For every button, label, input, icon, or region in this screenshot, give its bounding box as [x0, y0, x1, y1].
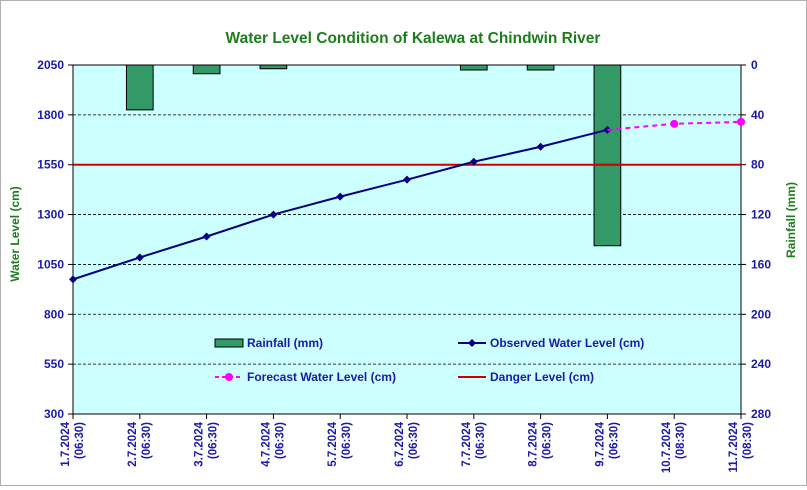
y-left-tick-label: 550 — [44, 357, 64, 371]
x-tick-time: (06:30) — [341, 422, 353, 459]
legend-label-rainfall: Rainfall (mm) — [247, 336, 323, 350]
x-tick-label: 11.7.2024 (08:30) — [728, 421, 754, 472]
x-tick-label: 2.7.2024 (06:30) — [127, 421, 153, 466]
x-tick-time: (08:30) — [742, 422, 754, 459]
rainfall-bar — [192, 64, 221, 75]
x-tick-time: (06:30) — [475, 422, 487, 459]
x-tick-label: 1.7.2024 (06:30) — [60, 421, 86, 466]
legend-label-forecast: Forecast Water Level (cm) — [247, 370, 396, 384]
line-series — [69, 117, 745, 284]
axes: 300 550 800 1050 1300 1550 1800 2050 0 40 80 120 160… — [37, 58, 771, 473]
x-tick-label: 9.7.2024 (06:30) — [594, 421, 620, 466]
legend-observed-marker — [468, 339, 476, 347]
y-left-tick-label: 1300 — [37, 208, 64, 222]
x-tick-time: (06:30) — [274, 422, 286, 459]
y-right-tick-label: 80 — [751, 158, 765, 172]
forecast-point — [737, 117, 745, 126]
x-tick-date: 5.7.2024 — [327, 421, 339, 466]
y-left-tick-label: 1050 — [37, 257, 64, 271]
x-tick-label: 4.7.2024 (06:30) — [260, 421, 286, 466]
rainfall-bar — [526, 64, 555, 71]
rainfall-bar — [459, 64, 488, 71]
y-right-tick-label: 120 — [751, 208, 771, 222]
y-left-tick-label: 1800 — [37, 108, 64, 122]
y-axis-left-label: Water Level (cm) — [8, 186, 22, 282]
legend-forecast-marker — [225, 373, 233, 381]
x-tick-date: 8.7.2024 — [528, 421, 540, 466]
x-tick-date: 4.7.2024 — [260, 421, 272, 466]
y-right-tick-label: 40 — [751, 108, 765, 122]
y-axis-right-label: Rainfall (mm) — [784, 182, 798, 258]
observed-point — [469, 157, 478, 166]
x-tick-time: (06:30) — [74, 422, 86, 459]
x-tick-time: (06:30) — [208, 422, 220, 459]
x-tick-label: 8.7.2024 (06:30) — [528, 421, 554, 466]
x-tick-date: 10.7.2024 — [661, 421, 673, 473]
x-tick-label: 3.7.2024 (06:30) — [194, 421, 220, 466]
forecast-point — [670, 119, 679, 128]
y-right-tick-label: 160 — [751, 257, 771, 271]
observed-point — [536, 142, 545, 151]
x-tick-date: 7.7.2024 — [461, 421, 473, 466]
x-tick-time: (06:30) — [608, 422, 620, 459]
x-tick-label: 5.7.2024 (06:30) — [327, 421, 353, 466]
rainfall-bar — [125, 64, 154, 111]
y-right-tick-label: 0 — [751, 58, 758, 72]
x-tick-time: (06:30) — [408, 422, 420, 459]
x-tick-time: (06:30) — [141, 422, 153, 459]
rainfall-bars — [125, 64, 622, 247]
y-right-tick-label: 240 — [751, 357, 771, 371]
x-tick-label: 6.7.2024 (06:30) — [394, 421, 420, 466]
x-tick-date: 3.7.2024 — [194, 421, 206, 466]
rainfall-bar — [259, 64, 288, 70]
legend-label-danger: Danger Level (cm) — [490, 370, 594, 384]
rainfall-bar — [593, 64, 622, 247]
x-tick-date: 6.7.2024 — [394, 421, 406, 466]
x-tick-date: 9.7.2024 — [594, 421, 606, 466]
x-tick-label: 10.7.2024 (08:30) — [661, 421, 687, 473]
legend: Rainfall (mm) Observed Water Level (cm) Fo… — [214, 336, 644, 384]
x-tick-date: 11.7.2024 — [728, 421, 740, 472]
observed-point — [403, 175, 411, 184]
observed-point — [269, 210, 278, 219]
legend-rainfall-swatch — [214, 338, 244, 348]
x-tick-date: 1.7.2024 — [60, 421, 72, 466]
y-left-tick-label: 2050 — [37, 58, 64, 72]
legend-label-observed: Observed Water Level (cm) — [490, 336, 644, 350]
y-right-tick-label: 280 — [751, 407, 771, 421]
x-tick-time: (08:30) — [675, 422, 687, 459]
observed-point — [202, 232, 211, 241]
y-left-tick-label: 1550 — [37, 158, 64, 172]
observed-point — [336, 192, 345, 201]
x-tick-date: 2.7.2024 — [127, 421, 139, 466]
y-left-tick-label: 800 — [44, 307, 64, 321]
y-right-tick-label: 200 — [751, 307, 771, 321]
y-left-tick-label: 300 — [44, 407, 64, 421]
x-tick-label: 7.7.2024 (06:30) — [461, 421, 487, 466]
observed-point — [135, 253, 144, 262]
plot-area — [72, 64, 742, 415]
observed-point — [69, 275, 77, 284]
chart-title: Water Level Condition of Kalewa at Chind… — [226, 30, 601, 47]
x-tick-time: (06:30) — [542, 422, 554, 459]
